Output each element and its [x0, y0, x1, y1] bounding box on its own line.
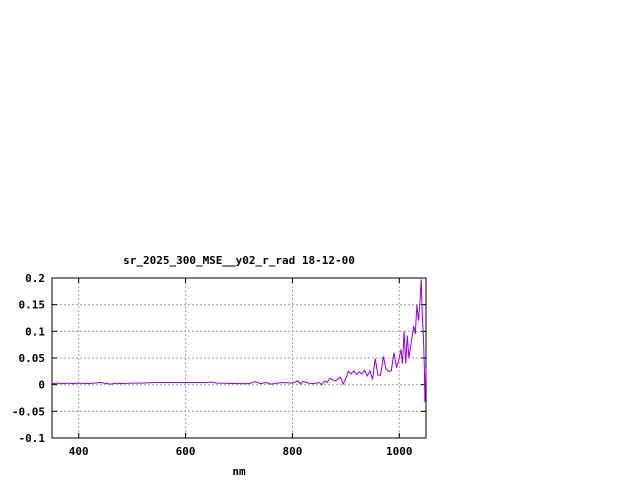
- x-axis-label: nm: [232, 465, 246, 478]
- y-tick-label: 0: [38, 379, 45, 392]
- chart-title: sr_2025_300_MSE__y02_r_rad 18-12-00: [123, 254, 355, 267]
- series-line: [51, 279, 427, 403]
- x-tick-label: 800: [282, 445, 302, 458]
- y-tick-label: 0.2: [25, 272, 45, 285]
- x-tick-label: 600: [176, 445, 196, 458]
- series: [51, 279, 427, 403]
- ticks: 400 600 800 1000 -0.1 -0.05 0 0.05 0.1 0.15 0.2: [12, 272, 426, 458]
- y-tick-label: -0.1: [19, 432, 46, 445]
- grid: [52, 278, 426, 438]
- y-tick-label: 0.1: [25, 325, 45, 338]
- y-tick-label: 0.15: [19, 299, 46, 312]
- x-tick-label: 400: [69, 445, 89, 458]
- x-tick-label: 1000: [386, 445, 413, 458]
- y-tick-label: 0.05: [19, 352, 46, 365]
- y-tick-label: -0.05: [12, 405, 45, 418]
